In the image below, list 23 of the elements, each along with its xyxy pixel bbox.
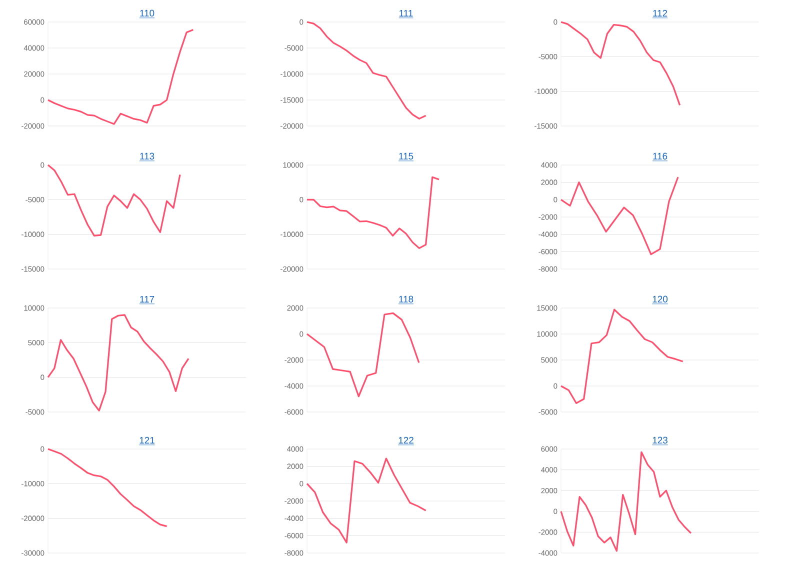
line-series <box>560 451 692 552</box>
line-series <box>47 164 181 237</box>
line-series <box>47 28 194 125</box>
chart-title: 115 <box>399 152 414 160</box>
line-series <box>560 308 684 404</box>
line-series <box>306 458 427 544</box>
chart-title: 110 <box>140 10 154 17</box>
chart-title: 113 <box>140 152 154 160</box>
chart-title: 116 <box>653 152 668 160</box>
line-series <box>47 448 168 528</box>
chart-title: 120 <box>652 296 668 303</box>
line-series <box>306 176 440 249</box>
chart-title: 117 <box>140 296 154 303</box>
line-series <box>306 312 420 398</box>
chart-title: 123 <box>652 436 668 444</box>
line-series <box>306 21 427 120</box>
chart-title: 121 <box>140 436 154 444</box>
line-series <box>560 21 681 106</box>
chart-title: 118 <box>399 296 414 303</box>
chart-title: 111 <box>400 10 413 16</box>
line-series <box>47 314 190 412</box>
chart-title: 112 <box>653 10 668 16</box>
chart-title: 122 <box>398 436 414 444</box>
